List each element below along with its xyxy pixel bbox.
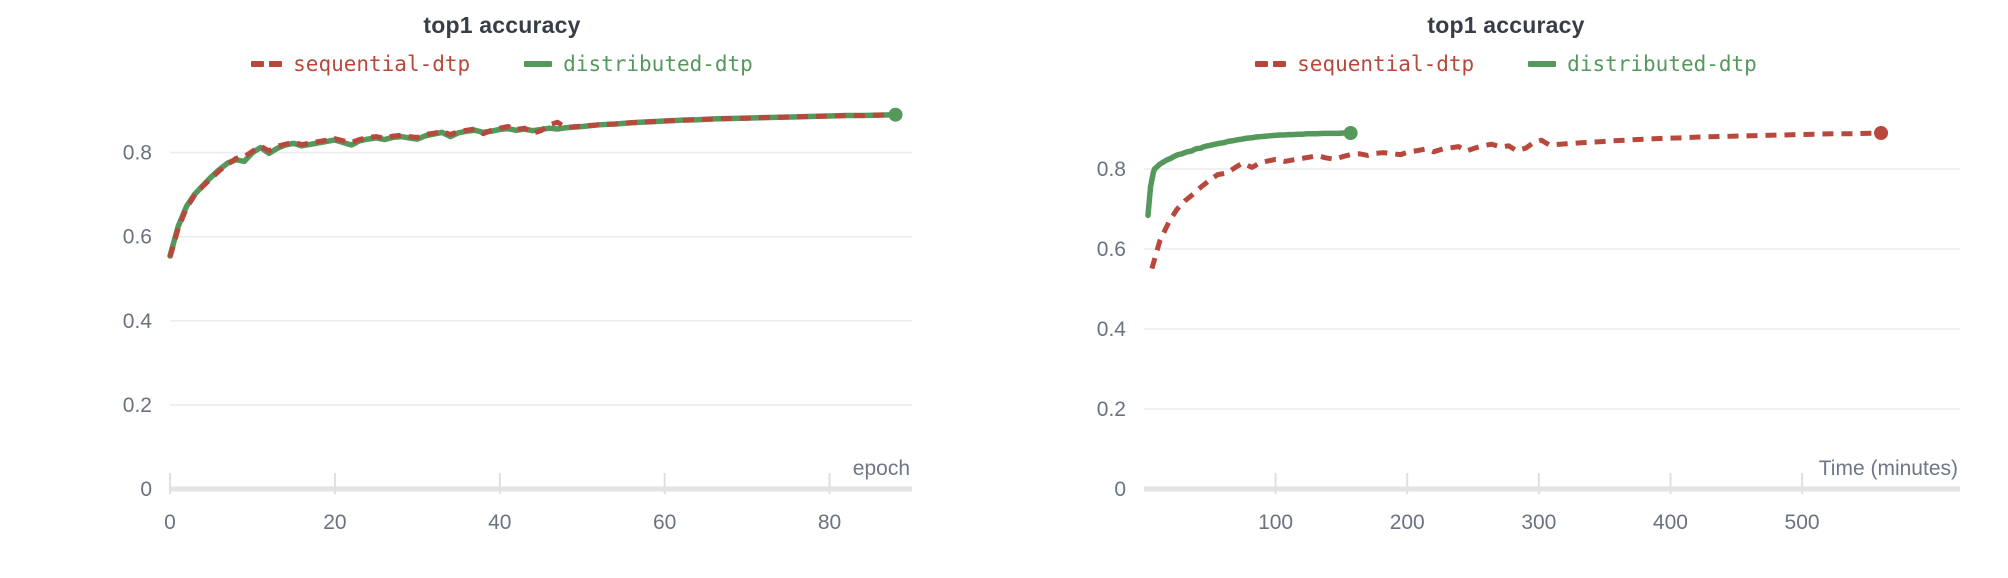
y-tick-label: 0 <box>140 478 152 501</box>
legend-entry-distributed-dtp: distributed-dtp <box>524 52 753 76</box>
legend-label: sequential-dtp <box>1297 52 1475 76</box>
x-tick-label: 500 <box>1785 511 1820 534</box>
x-tick-label: 100 <box>1258 511 1293 534</box>
x-tick-label: 300 <box>1521 511 1556 534</box>
legend-entry-sequential-dtp: sequential-dtp <box>1255 52 1474 76</box>
series-line-distributed-dtp <box>1145 130 1354 219</box>
solid-line-swatch-icon <box>1528 61 1557 67</box>
y-tick-label: 0.4 <box>1097 318 1127 341</box>
x-axis-title: Time (minutes) <box>1819 457 1958 480</box>
legend-label: distributed-dtp <box>563 52 753 76</box>
accuracy-vs-epoch-plot: 0 0.2 0.4 0.6 0.8 0 20 40 60 80 epoch <box>123 107 912 534</box>
x-tick-label: 40 <box>488 511 511 534</box>
swatch-segment <box>251 61 265 67</box>
chart-legend: sequential-dtp distributed-dtp <box>1004 52 2008 76</box>
y-tick-label: 0.2 <box>123 394 152 417</box>
swatch-segment <box>1528 61 1557 67</box>
x-tick-label: 60 <box>653 511 676 534</box>
chart-title: top1 accuracy <box>1427 12 1585 38</box>
chart-title: top1 accuracy <box>423 12 581 38</box>
chart-panel-accuracy-vs-time: top1 accuracy sequential-dtp distributed-… <box>1004 0 2008 578</box>
end-marker-distributed-dtp <box>1343 126 1358 140</box>
y-tick-label: 0.8 <box>123 142 152 165</box>
swatch-segment <box>1273 61 1287 67</box>
x-axis-title: epoch <box>853 457 910 480</box>
x-tick-label: 400 <box>1653 511 1688 534</box>
x-tick-label: 20 <box>323 511 346 534</box>
swatch-segment <box>1255 61 1269 67</box>
swatch-segment <box>269 61 283 67</box>
series-line-sequential-dtp <box>1149 130 1882 270</box>
x-tick-label: 200 <box>1390 511 1425 534</box>
solid-line-swatch-icon <box>524 61 553 67</box>
legend-entry-distributed-dtp: distributed-dtp <box>1528 52 1757 76</box>
y-tick-label: 0.8 <box>1097 158 1126 181</box>
series-line-distributed-dtp <box>167 111 899 259</box>
y-tick-label: 0.6 <box>1097 238 1126 261</box>
y-tick-label: 0.4 <box>123 310 153 333</box>
legend-label: distributed-dtp <box>1567 52 1757 76</box>
y-tick-label: 0 <box>1114 478 1126 501</box>
legend-label: sequential-dtp <box>293 52 471 76</box>
dashed-line-swatch-icon <box>1255 61 1287 67</box>
x-tick-label: 0 <box>164 511 176 534</box>
accuracy-vs-time-plot: 0 0.2 0.4 0.6 0.8 100 200 300 400 500 Time (minute… <box>1097 126 1960 534</box>
dashed-line-swatch-icon <box>251 61 283 67</box>
chart-panel-accuracy-vs-epoch: top1 accuracy sequential-dtp distributed-… <box>0 12 1004 534</box>
x-tick-label: 80 <box>818 511 841 534</box>
end-marker-distributed-dtp <box>888 107 903 122</box>
chart-legend: sequential-dtp distributed-dtp <box>0 52 1004 76</box>
y-tick-label: 0.2 <box>1097 398 1126 421</box>
end-marker-sequential-dtp <box>1874 126 1889 140</box>
y-tick-label: 0.6 <box>123 226 152 249</box>
swatch-segment <box>524 61 553 67</box>
legend-entry-sequential-dtp: sequential-dtp <box>251 52 470 76</box>
